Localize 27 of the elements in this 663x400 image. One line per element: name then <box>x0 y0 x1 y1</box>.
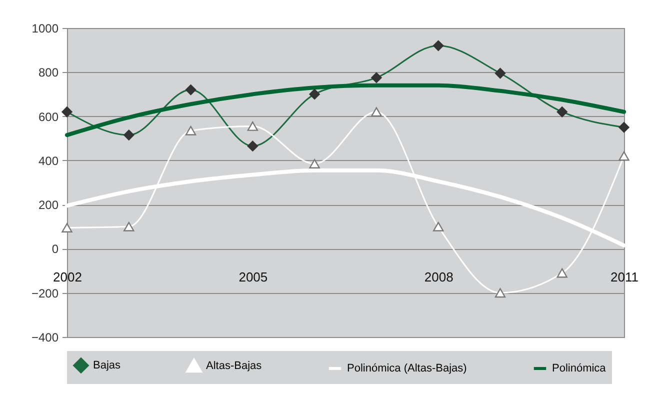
y-tick-label: 1000 <box>32 22 59 36</box>
x-tick-label: 2011 <box>610 270 638 284</box>
x-tick-label: 2005 <box>238 270 268 284</box>
y-tick-label: −200 <box>31 286 59 300</box>
x-tick-label: 2008 <box>424 270 454 284</box>
y-tick-label: 400 <box>38 154 59 168</box>
legend-label: Bajas <box>93 359 122 372</box>
y-tick-label: 200 <box>38 198 59 212</box>
point <box>494 288 506 298</box>
point <box>618 151 630 161</box>
point <box>371 107 382 117</box>
y-tick-label: 800 <box>38 66 59 80</box>
point <box>556 268 568 278</box>
y-tick-label: 600 <box>38 110 59 124</box>
legend-label: Polinómica (Altas-Bajas) <box>347 362 467 374</box>
point <box>247 122 258 131</box>
point <box>185 126 196 136</box>
y-tick-label: −400 <box>31 330 59 344</box>
point <box>124 222 134 232</box>
point <box>309 159 320 168</box>
legend-label: Polinómica <box>552 362 607 374</box>
x-tick-label: 2002 <box>53 270 82 284</box>
point <box>432 222 444 232</box>
line-series <box>65 83 626 138</box>
point <box>62 223 72 232</box>
legend-label: Altas-Bajas <box>206 360 262 372</box>
y-tick-label: 0 <box>52 242 59 256</box>
